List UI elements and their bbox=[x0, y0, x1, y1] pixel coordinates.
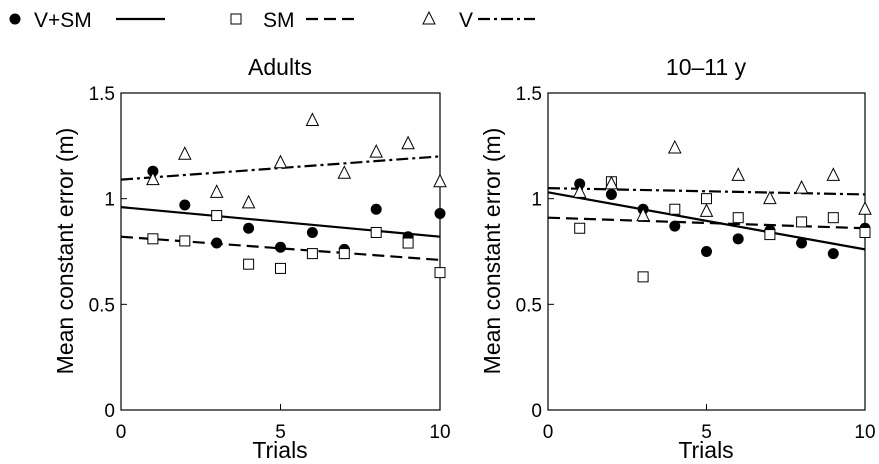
data-point-v-6 bbox=[731, 167, 746, 181]
data-point-v-sm-8 bbox=[370, 203, 382, 215]
data-point-sm-6 bbox=[732, 212, 744, 224]
data-point-sm-9 bbox=[402, 237, 414, 249]
data-point-v-8 bbox=[794, 179, 809, 194]
data-point-v-sm-2 bbox=[179, 199, 191, 211]
trendline-sm bbox=[547, 216, 866, 230]
data-point-v-2 bbox=[177, 146, 192, 160]
y-axis-label-10-11-y: Mean constant error (m) bbox=[479, 128, 505, 375]
data-point-v-sm-2 bbox=[605, 188, 617, 200]
data-point-v-10 bbox=[858, 201, 872, 215]
x-axis-label-adults: Trials bbox=[252, 437, 307, 463]
data-point-v-10 bbox=[433, 173, 447, 188]
chart-title-10-11-y: 10–11 y bbox=[666, 54, 747, 80]
data-point-v-1 bbox=[572, 184, 587, 198]
y-tick-label-1: 1 bbox=[531, 190, 542, 211]
data-point-v-2 bbox=[604, 175, 619, 190]
data-point-sm-3 bbox=[637, 271, 649, 283]
y-tick-label-0-5: 0.5 bbox=[516, 295, 542, 316]
legend-item-v-sm: V+SM bbox=[9, 9, 165, 32]
data-point-sm-10 bbox=[434, 267, 446, 279]
y-tick-label-1-5: 1.5 bbox=[89, 84, 115, 105]
x-tick-label-5: 5 bbox=[701, 422, 712, 443]
x-axis-label-10-11-y: Trials bbox=[678, 437, 733, 463]
chart-panel-adults: Adults Mean constant error (m) Trials 0 5… bbox=[52, 54, 451, 463]
legend-item-sm: SM bbox=[230, 9, 356, 32]
data-point-sm-1 bbox=[574, 222, 586, 234]
data-point-sm-5 bbox=[275, 262, 286, 274]
legend-label-v-sm: V+SM bbox=[34, 9, 92, 32]
data-point-v-9 bbox=[401, 135, 415, 150]
data-point-v-1 bbox=[146, 171, 160, 186]
data-points-10-11-y bbox=[572, 139, 872, 283]
data-points-adults bbox=[146, 112, 447, 279]
data-point-v-7 bbox=[337, 165, 352, 179]
y-tick-label-0: 0 bbox=[531, 401, 542, 422]
data-point-v-sm-5 bbox=[275, 241, 286, 253]
legend-label-v: V bbox=[459, 9, 473, 32]
data-point-sm-2 bbox=[179, 235, 191, 247]
data-point-sm-7 bbox=[764, 229, 776, 241]
trendlines-adults bbox=[120, 155, 441, 262]
data-point-v-sm-4 bbox=[669, 220, 681, 232]
legend-marker-v-sm bbox=[9, 13, 21, 25]
data-point-v-9 bbox=[826, 167, 841, 181]
data-point-sm-1 bbox=[147, 233, 159, 245]
data-point-sm-9 bbox=[827, 212, 839, 224]
y-axis-label-adults: Mean constant error (m) bbox=[52, 128, 78, 375]
y-tick-label-1-5: 1.5 bbox=[516, 84, 542, 105]
data-point-sm-6 bbox=[306, 248, 318, 260]
data-point-v-sm-3 bbox=[211, 237, 223, 249]
ticks-adults: 0 5 10 0 0.5 1 1.5 bbox=[89, 84, 451, 443]
legend-marker-sm bbox=[230, 13, 242, 25]
data-point-v-sm-9 bbox=[827, 248, 839, 260]
x-tick-label-5: 5 bbox=[275, 422, 286, 443]
y-tick-label-0-5: 0.5 bbox=[89, 295, 115, 316]
data-point-v-sm-1 bbox=[574, 178, 586, 190]
data-point-sm-4 bbox=[243, 258, 255, 270]
data-point-v-3 bbox=[209, 184, 224, 198]
data-point-sm-4 bbox=[669, 203, 681, 215]
trendline-v bbox=[547, 187, 866, 196]
data-point-v-3 bbox=[636, 207, 650, 222]
data-point-v-sm-4 bbox=[243, 222, 255, 234]
x-tick-label-0: 0 bbox=[116, 422, 127, 443]
trendlines-10-11-y bbox=[547, 187, 866, 251]
data-point-sm-3 bbox=[211, 210, 223, 222]
trendline-v-sm bbox=[547, 191, 866, 251]
ticks-10-11-y: 0 5 10 0 0.5 1 1.5 bbox=[516, 84, 876, 443]
data-point-sm-5 bbox=[701, 193, 712, 205]
y-tick-label-0: 0 bbox=[104, 401, 115, 422]
trendline-v-sm bbox=[120, 206, 441, 238]
data-point-v-sm-10 bbox=[434, 207, 446, 219]
data-point-sm-8 bbox=[796, 216, 808, 228]
x-tick-label-10: 10 bbox=[429, 422, 450, 443]
legend-item-v: V bbox=[422, 9, 535, 32]
chart-panel-10-11-y: 10–11 y Mean constant error (m) Trials 0… bbox=[479, 54, 876, 463]
y-tick-label-1: 1 bbox=[104, 190, 115, 211]
data-point-v-sm-1 bbox=[147, 165, 159, 177]
data-point-v-7 bbox=[763, 190, 777, 205]
legend-marker-v bbox=[422, 10, 436, 25]
data-point-v-sm-6 bbox=[306, 226, 318, 238]
data-point-sm-10 bbox=[859, 226, 871, 238]
data-point-v-6 bbox=[305, 112, 320, 126]
data-point-sm-7 bbox=[338, 248, 350, 260]
legend-label-sm: SM bbox=[263, 9, 295, 32]
legend: V+SM SM V bbox=[9, 9, 535, 32]
trendline-v bbox=[120, 155, 441, 181]
chart-title-adults: Adults bbox=[248, 54, 312, 80]
data-point-v-5 bbox=[273, 154, 288, 169]
data-point-v-sm-5 bbox=[701, 246, 712, 257]
data-point-v-5 bbox=[699, 203, 714, 217]
data-point-v-8 bbox=[369, 144, 384, 158]
x-tick-label-0: 0 bbox=[543, 422, 554, 443]
data-point-v-sm-8 bbox=[796, 237, 808, 249]
data-point-v-sm-6 bbox=[732, 233, 744, 245]
data-point-v-4 bbox=[667, 139, 682, 154]
data-point-sm-8 bbox=[370, 226, 382, 238]
data-point-v-4 bbox=[241, 194, 256, 209]
x-tick-label-10: 10 bbox=[854, 422, 875, 443]
